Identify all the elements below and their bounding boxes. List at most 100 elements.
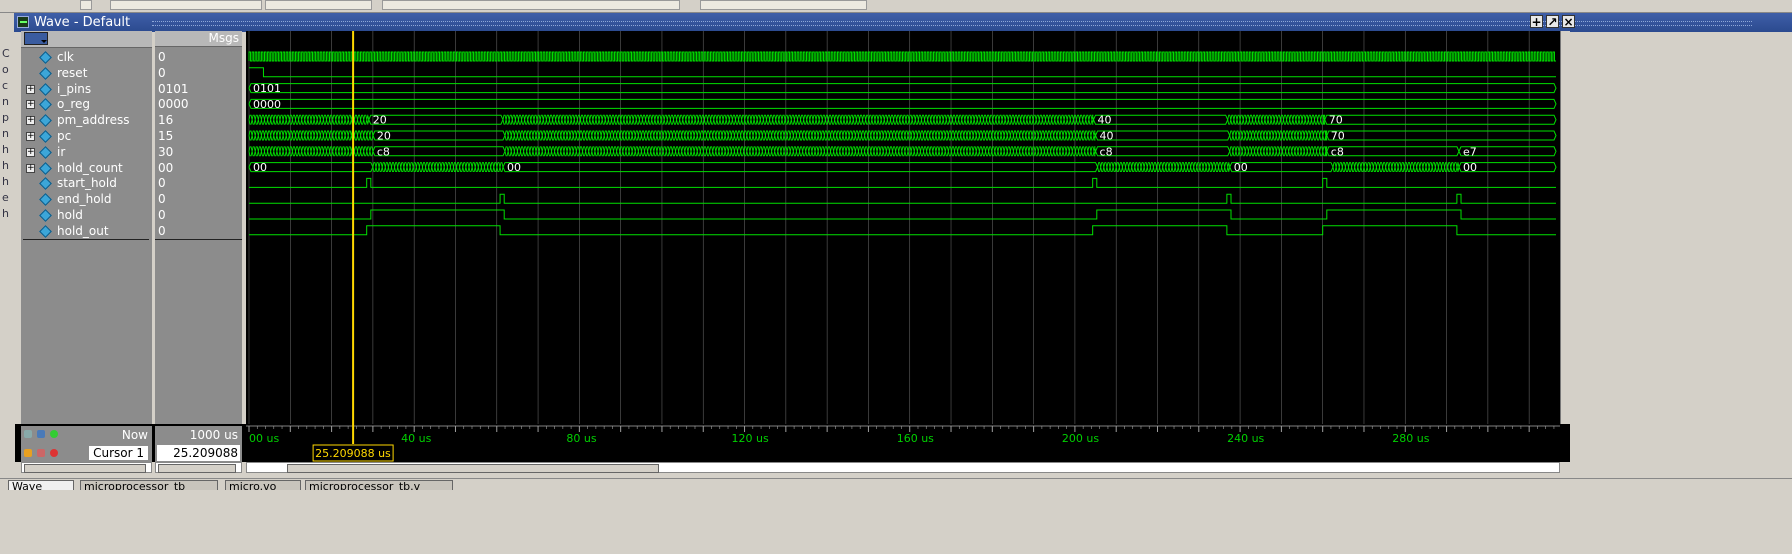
- axis-tick-label: 200 us: [1062, 432, 1099, 445]
- value-pane-hscroll[interactable]: [155, 462, 242, 473]
- pc-dense: [248, 130, 374, 141]
- signal-row[interactable]: + o_reg: [21, 97, 152, 112]
- signal-row[interactable]: hold: [21, 208, 152, 223]
- ir-value-label: c8: [377, 145, 390, 158]
- name-pane-hscroll[interactable]: [21, 462, 152, 473]
- edge-glyph: p: [2, 111, 9, 124]
- signal-value: 0: [158, 176, 166, 191]
- signal-row[interactable]: + pm_address: [21, 113, 152, 128]
- toolbar-button[interactable]: [80, 0, 92, 10]
- cursor-value-pane: 1000 us 25.209088 us: [155, 426, 242, 476]
- vertical-scrollbar[interactable]: [1560, 31, 1570, 424]
- value-pane[interactable]: Msgs 0 0 0101 0000 16 15 30 00 0 0 0 0: [155, 31, 242, 424]
- cursor-name-label[interactable]: Cursor 1: [89, 446, 148, 460]
- i-pins-segment: [248, 83, 1557, 94]
- waveform-pane[interactable]: 0101 0000 20 40 70 20 40 70 c8 c8 c8 e7 00 00 00 00: [246, 31, 1560, 424]
- wrench-icon[interactable]: [37, 449, 45, 457]
- window-tab[interactable]: microprocessor_tb: [80, 480, 218, 490]
- edge-glyph: e: [2, 191, 9, 204]
- expand-icon[interactable]: +: [26, 162, 35, 173]
- signal-name: end_hold: [57, 192, 112, 207]
- hold-count-segment: [1458, 162, 1557, 173]
- axis-tick-label: 160 us: [897, 432, 934, 445]
- signal-row[interactable]: clk: [21, 50, 152, 65]
- signal-diamond-icon: [39, 193, 52, 207]
- signal-diamond-icon: [39, 66, 52, 80]
- now-label: Now: [121, 428, 148, 442]
- signal-filter-icon[interactable]: [24, 32, 48, 45]
- edge-glyph: n: [2, 127, 9, 140]
- pc-dense: [504, 130, 1097, 141]
- pm-address-value-label: 70: [1329, 114, 1343, 127]
- add-cursor-icon[interactable]: [50, 430, 58, 438]
- toolbar-combo[interactable]: [382, 0, 680, 10]
- pm-address-segment: [1324, 114, 1557, 125]
- reset-wave: [249, 67, 1556, 78]
- toolbar-group[interactable]: [110, 0, 262, 10]
- signal-row[interactable]: reset: [21, 66, 152, 81]
- insert-cursor-icon[interactable]: [37, 430, 45, 438]
- delete-cursor-icon[interactable]: [50, 449, 58, 457]
- window-tab[interactable]: microprocessor_tb.v: [305, 480, 453, 490]
- signal-row[interactable]: + hold_count: [21, 161, 152, 176]
- end-hold-wave: [249, 193, 1556, 204]
- signal-row[interactable]: start_hold: [21, 176, 152, 191]
- ir-value-label: c8: [1100, 145, 1113, 158]
- toolbar-group[interactable]: [700, 0, 867, 10]
- pm-address-dense: [248, 114, 370, 125]
- time-axis[interactable]: 00 us 40 us 80 us 120 us 160 us 200 us 240 us 2…: [246, 424, 1560, 462]
- hold-wave: [249, 209, 1556, 220]
- lock-cursor-icon[interactable]: [24, 449, 32, 457]
- value-column-header: Msgs: [155, 31, 242, 47]
- ir-segment: [372, 146, 506, 157]
- expand-icon[interactable]: +: [26, 146, 35, 157]
- hold-count-value-label: 00: [1234, 161, 1248, 174]
- horizontal-scrollbars: [21, 462, 1566, 474]
- ir-dense: [1229, 146, 1328, 157]
- cursor-pane[interactable]: Now Cursor 1 1000 us 25.209088 us 00 us 4…: [15, 424, 1570, 476]
- close-button[interactable]: ×: [1562, 15, 1575, 29]
- window-tab[interactable]: micro.vo: [225, 480, 301, 490]
- expand-icon[interactable]: +: [26, 99, 35, 110]
- signal-row[interactable]: end_hold: [21, 192, 152, 207]
- undock-button[interactable]: ↗: [1546, 15, 1559, 29]
- edit-icon[interactable]: [24, 430, 32, 438]
- signal-diamond-icon: [39, 82, 52, 96]
- signal-value: 30: [158, 144, 174, 159]
- signal-value: 0101: [158, 81, 189, 96]
- signal-diamond-icon: [39, 51, 52, 64]
- signal-diamond-icon: [39, 209, 52, 222]
- titlebar-grip[interactable]: [152, 21, 1752, 26]
- signal-diamond-icon: [39, 114, 52, 128]
- window-tab-bar: Wave microprocessor_tb micro.vo microproces…: [0, 478, 1792, 490]
- now-value: 1000 us: [189, 428, 238, 442]
- signal-value: 0: [158, 223, 166, 238]
- signal-name-pane[interactable]: clk reset + i_pins + o_reg + pm_address + pc + ir + h…: [21, 31, 152, 424]
- axis-tick-label: 280 us: [1392, 432, 1429, 445]
- cursor-name-pane: Now Cursor 1: [21, 426, 152, 462]
- expand-icon[interactable]: +: [26, 131, 35, 141]
- signal-value: 0: [158, 192, 166, 207]
- signal-name: hold_count: [57, 160, 123, 175]
- toolbar-group[interactable]: [265, 0, 372, 10]
- hold-count-dense: [1332, 162, 1460, 173]
- window-tab[interactable]: Wave: [8, 480, 74, 490]
- expand-icon[interactable]: +: [26, 115, 35, 126]
- signal-row[interactable]: + ir: [21, 145, 152, 160]
- axis-tick-label: 80 us: [566, 432, 596, 445]
- pc-segment: [1095, 130, 1231, 141]
- signal-value: 0: [158, 208, 166, 222]
- ir-value-label: e7: [1463, 145, 1477, 158]
- signal-row[interactable]: hold_out: [21, 224, 152, 239]
- signal-row[interactable]: + pc: [21, 129, 152, 144]
- expand-icon[interactable]: +: [26, 83, 35, 94]
- clk-wave: [248, 51, 1556, 62]
- add-pane-button[interactable]: +: [1530, 15, 1543, 29]
- signal-diamond-icon: [39, 224, 52, 238]
- wave-pane-hscroll[interactable]: [246, 462, 1560, 473]
- signal-row[interactable]: + i_pins: [21, 82, 152, 97]
- window-titlebar[interactable]: Wave - Default + ↗ ×: [14, 13, 1792, 32]
- pc-value-label: 70: [1331, 130, 1345, 143]
- signal-value: 0: [158, 50, 166, 64]
